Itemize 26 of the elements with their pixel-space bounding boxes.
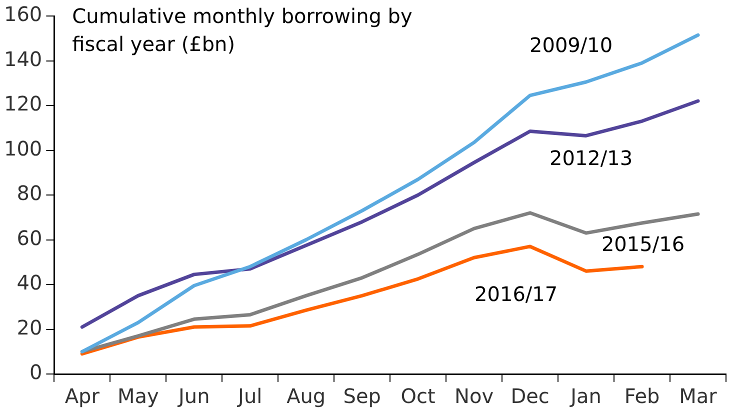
x-tick-label: Aug [286,384,326,408]
y-tick-label: 60 [16,226,42,250]
x-tick-label: Oct [400,384,436,408]
series-label: 2012/13 [549,146,633,170]
series-label: 2016/17 [474,282,558,306]
y-tick-label: 120 [4,92,42,116]
x-tick-label: Jul [236,384,262,408]
x-tick-label: Mar [679,384,718,408]
y-tick-label: 40 [16,270,42,295]
series-label: 2009/10 [529,33,613,58]
y-tick-label: 20 [16,315,42,340]
x-tick-label: Apr [64,384,100,408]
x-tick-label: May [117,384,159,408]
x-tick-label: Jan [568,384,602,408]
y-tick-label: 160 [4,2,42,26]
x-tick-label: Feb [624,384,660,408]
y-tick-label: 0 [29,360,42,384]
series-label: 2015/16 [601,232,685,256]
x-tick-label: Dec [510,384,550,408]
y-tick-label: 100 [4,136,42,160]
x-tick-label: Sep [343,384,381,408]
chart-title: Cumulative monthly borrowing by fiscal year (£bn) [72,4,413,56]
y-tick-label: 80 [16,181,42,206]
y-tick-label: 140 [4,46,42,71]
x-tick-label: Jun [176,384,210,408]
x-tick-label: Nov [454,384,494,408]
